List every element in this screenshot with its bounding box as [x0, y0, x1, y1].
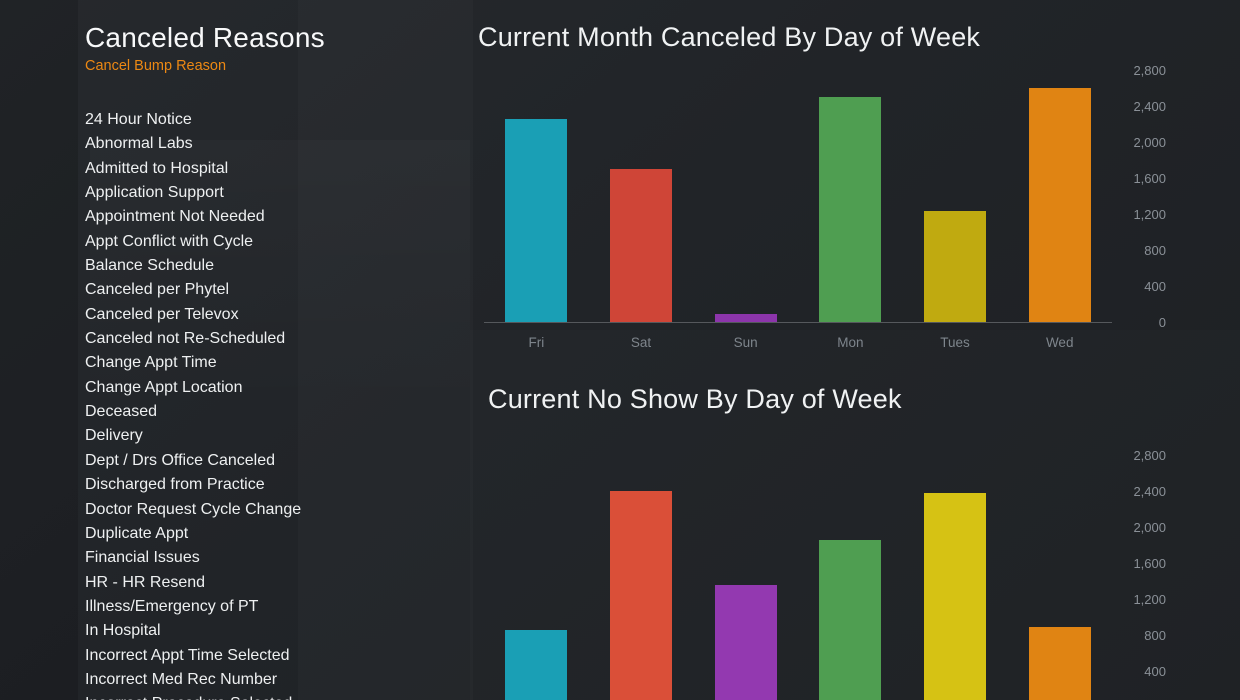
bar-tues[interactable]	[924, 493, 987, 700]
cancel-reason-item[interactable]: Discharged from Practice	[85, 476, 265, 494]
cancel-reason-item[interactable]: Delivery	[85, 427, 143, 445]
cancel-reason-item[interactable]: Balance Schedule	[85, 257, 214, 275]
chart-title-no-show: Current No Show By Day of Week	[488, 384, 902, 414]
cancel-reason-item[interactable]: Doctor Request Cycle Change	[85, 500, 302, 518]
y-axis-tick: 2,400	[1133, 99, 1166, 114]
y-axis-tick: 2,400	[1133, 484, 1166, 499]
cancel-reason-item[interactable]: Canceled per Phytel	[85, 281, 230, 299]
cancel-reason-item[interactable]: Application Support	[85, 184, 224, 202]
bar-column-sun	[693, 70, 798, 322]
cancel-reason-item[interactable]: Change Appt Location	[85, 378, 243, 396]
bar-column-wed	[1007, 455, 1112, 700]
bar-column-fri	[484, 70, 589, 322]
bar-tues[interactable]	[924, 211, 987, 322]
bar-mon[interactable]	[819, 540, 882, 700]
filter-sidebar: Canceled Reasons Cancel Bump Reason 24 H…	[85, 21, 425, 700]
bar-column-sat	[589, 455, 694, 700]
bar-mon[interactable]	[819, 97, 882, 322]
background-texture	[90, 140, 470, 420]
bar-column-sat	[589, 70, 694, 322]
y-axis-tick: 1,200	[1133, 592, 1166, 607]
bar-column-wed	[1007, 70, 1112, 322]
chart-title-canceled: Current Month Canceled By Day of Week	[478, 22, 981, 52]
y-axis-tick: 2,000	[1133, 520, 1166, 535]
x-axis-label-mon: Mon	[837, 335, 864, 350]
y-axis: 0 400 800 1,200 1,600 2,000 2,400 2,800	[1120, 63, 1166, 330]
y-axis-tick: 1,200	[1133, 207, 1166, 222]
bar-sun[interactable]	[714, 585, 777, 700]
filter-field-label: Cancel Bump Reason	[85, 58, 227, 74]
cancel-reason-item[interactable]: Canceled not Re-Scheduled	[85, 330, 286, 348]
bar-column-sun	[693, 455, 798, 700]
bar-series	[484, 70, 1112, 322]
cancel-reason-item[interactable]: Illness/Emergency of PT	[85, 597, 259, 615]
cancel-reason-item[interactable]: Change Appt Time	[85, 354, 217, 372]
cancel-reason-item[interactable]: Duplicate Appt	[85, 524, 189, 542]
bar-column-mon	[798, 455, 903, 700]
cancel-reason-item[interactable]: In Hospital	[85, 622, 161, 640]
bar-column-fri	[484, 455, 589, 700]
cancel-reason-item[interactable]: 24 Hour Notice	[85, 111, 192, 128]
cancel-reason-item[interactable]: Incorrect Appt Time Selected	[85, 646, 290, 664]
cancel-reason-item[interactable]: Financial Issues	[85, 549, 200, 567]
x-axis-label-sat: Sat	[630, 335, 652, 350]
bar-series	[484, 455, 1112, 700]
cancel-reason-item[interactable]: Incorrect Procedure Selected	[85, 692, 425, 700]
bar-column-tues	[903, 455, 1008, 700]
y-axis-tick: 800	[1144, 243, 1166, 258]
bar-wed[interactable]	[1028, 88, 1091, 322]
y-axis-tick: 2,000	[1133, 135, 1166, 150]
cancel-reason-item[interactable]: Canceled per Televox	[85, 305, 239, 323]
y-axis-tick: 400	[1144, 664, 1166, 679]
bar-sat[interactable]	[610, 169, 672, 322]
x-axis-labels: Fri Sat Sun Mon Tues Wed	[484, 335, 1112, 350]
bar-column-mon	[798, 70, 903, 322]
bar-sat[interactable]	[610, 491, 672, 700]
background-texture	[0, 0, 78, 700]
sidebar-title: Canceled Reasons	[85, 22, 325, 53]
y-axis-tick: 400	[1144, 279, 1166, 294]
x-axis-label-sun: Sun	[733, 335, 758, 350]
bar-fri[interactable]	[505, 119, 568, 322]
plot-area	[484, 455, 1112, 700]
y-axis-tick: 1,600	[1133, 556, 1166, 571]
bar-column-tues	[903, 70, 1008, 322]
y-axis-tick: 2,800	[1133, 448, 1166, 463]
bar-fri[interactable]	[505, 630, 568, 700]
y-axis-tick: 800	[1144, 628, 1166, 643]
cancel-reason-item[interactable]: Admitted to Hospital	[85, 159, 229, 177]
bar-sun[interactable]	[714, 314, 777, 322]
plot-area	[484, 70, 1112, 323]
current-month-canceled-chart: 0 400 800 1,200 1,600 2,000 2,400 2,800 Fri Sat S…	[484, 63, 1184, 370]
cancel-reason-item[interactable]: Deceased	[85, 403, 158, 421]
cancel-reason-list: 24 Hour Notice Abnormal Labs Admitted to H…	[85, 108, 425, 700]
cancel-reason-item[interactable]: Incorrect Med Rec Number	[85, 670, 278, 688]
cancel-reason-item[interactable]: Abnormal Labs	[85, 135, 193, 153]
y-axis-tick: 1,600	[1133, 171, 1166, 186]
cancel-reason-item[interactable]: HR - HR Resend	[85, 573, 206, 591]
cancel-reason-item[interactable]: Dept / Drs Office Canceled	[85, 451, 276, 469]
y-axis-tick: 2,800	[1133, 63, 1166, 78]
cancel-reason-item[interactable]: Appt Conflict with Cycle	[85, 232, 254, 250]
cancel-reason-item[interactable]: Appointment Not Needed	[85, 208, 265, 226]
x-axis-label-fri: Fri	[528, 335, 545, 350]
x-axis-label-wed: Wed	[1045, 335, 1074, 350]
bar-wed[interactable]	[1028, 627, 1091, 700]
y-axis-tick: 0	[1158, 315, 1166, 330]
x-axis-label-tues: Tues	[940, 335, 970, 350]
